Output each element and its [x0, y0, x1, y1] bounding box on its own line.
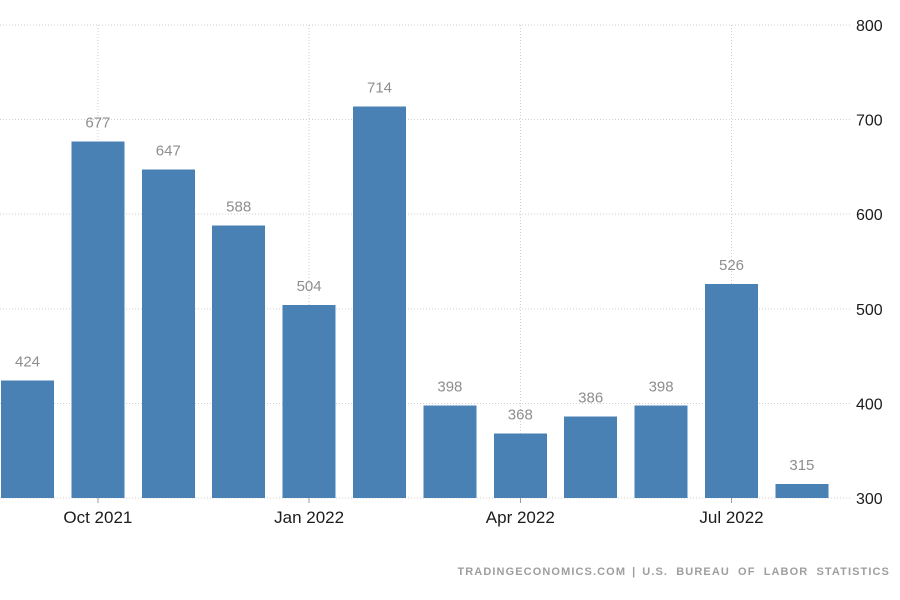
bar-jan-2022[interactable] [282, 305, 336, 498]
attribution-tradingeconomics: TRADINGECONOMICS.COM [457, 566, 627, 578]
bar-value-label: 677 [85, 114, 110, 131]
y-axis-label-500: 500 [856, 302, 883, 319]
bar-jun-2022[interactable] [634, 405, 688, 498]
bar-value-label: 424 [15, 354, 40, 371]
bar-jul-2022[interactable] [705, 284, 758, 498]
bar-value-label: 386 [578, 390, 603, 407]
bar-may-2022[interactable] [564, 416, 618, 498]
x-axis-label-jan-2022: Jan 2022 [274, 508, 344, 527]
bar-value-label: 588 [226, 199, 251, 216]
x-axis-label-jul-2022: Jul 2022 [699, 508, 763, 527]
bar-apr-2022[interactable] [493, 433, 547, 498]
y-axis-label-700: 700 [856, 113, 883, 130]
bar-value-label: 398 [437, 378, 462, 395]
attribution-source: U.S. BUREAU OF LABOR STATISTICS [642, 566, 890, 578]
bar-value-label: 647 [156, 143, 181, 160]
bar-value-label: 504 [297, 278, 322, 295]
bar-sep-2021[interactable] [1, 380, 54, 498]
bar-dec-2021[interactable] [212, 225, 266, 498]
y-axis-label-800: 800 [856, 18, 883, 35]
bar-mar-2022[interactable] [423, 405, 477, 498]
y-axis-label-600: 600 [856, 207, 883, 224]
y-axis-label-400: 400 [856, 396, 883, 413]
attribution: TRADINGECONOMICS.COM | U.S. BUREAU OF LABO… [457, 566, 890, 578]
bar-nov-2021[interactable] [141, 169, 195, 498]
bar-aug-2022[interactable] [775, 483, 829, 498]
bar-value-label: 315 [789, 457, 814, 474]
x-axis-label-apr-2022: Apr 2022 [486, 508, 555, 527]
x-axis-label-oct-2021: Oct 2021 [63, 508, 132, 527]
y-axis-label-300: 300 [856, 491, 883, 508]
attribution-separator: | [632, 566, 637, 578]
bar-value-label: 526 [719, 257, 744, 274]
bar-oct-2021[interactable] [71, 141, 125, 498]
bar-value-label: 368 [508, 407, 533, 424]
bar-value-label: 714 [367, 79, 392, 96]
bar-value-label: 398 [649, 378, 674, 395]
bar-feb-2022[interactable] [353, 106, 406, 498]
